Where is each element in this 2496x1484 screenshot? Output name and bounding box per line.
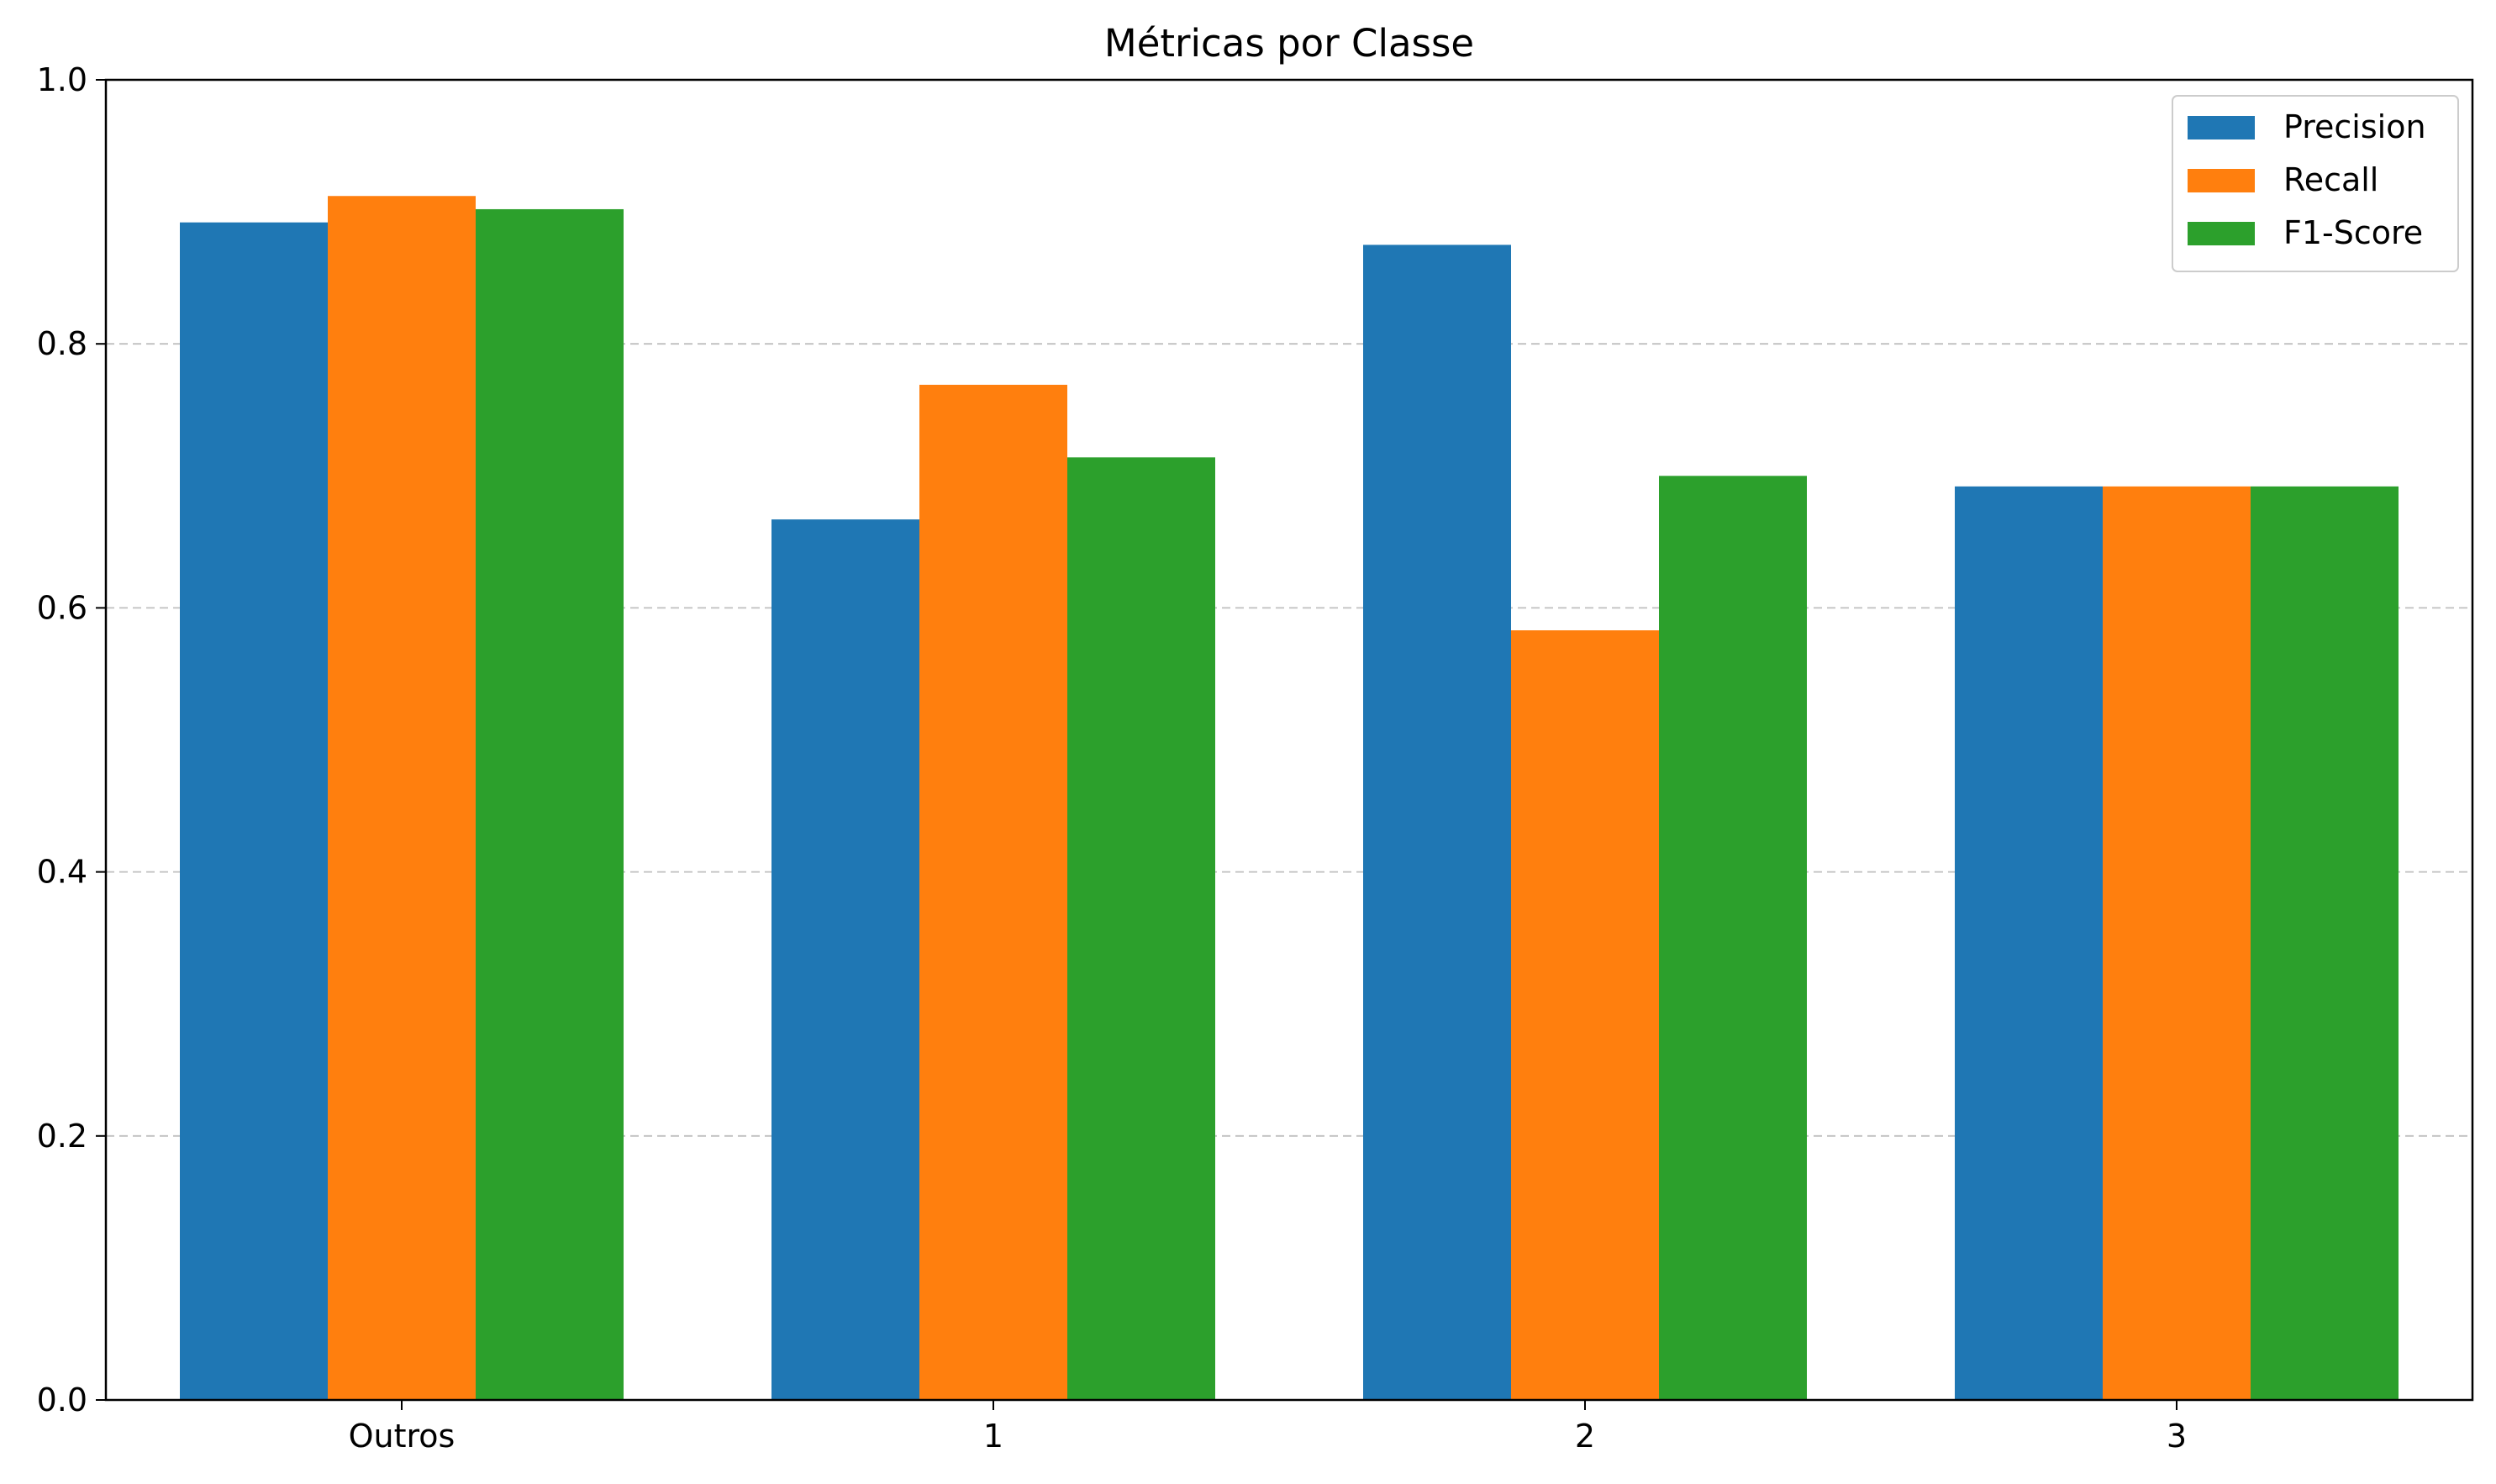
bar-f1-score-1	[1067, 457, 1215, 1400]
x-tick-label: 3	[2167, 1418, 2187, 1455]
legend: Precision Recall F1-Score	[2172, 95, 2459, 272]
bar-f1-score-3	[2251, 486, 2399, 1401]
bar-f1-score-outros	[476, 208, 624, 1400]
y-tick-label: 1.0	[37, 61, 87, 98]
y-tick-label: 0.2	[37, 1118, 87, 1155]
bar-f1-score-2	[1659, 476, 1807, 1400]
bar-precision-2	[1363, 245, 1511, 1400]
legend-swatch-recall	[2188, 169, 2255, 192]
x-tick-label: 1	[983, 1418, 1003, 1455]
x-tick-label: Outros	[349, 1418, 455, 1455]
y-tick-label: 0.8	[37, 325, 87, 362]
bars	[180, 196, 2399, 1401]
bar-recall-3	[2103, 486, 2251, 1401]
bar-precision-3	[1955, 486, 2103, 1401]
y-tick-label: 0.0	[37, 1381, 87, 1418]
y-tick-label: 0.6	[37, 589, 87, 626]
legend-label-recall: Recall	[2283, 161, 2378, 198]
legend-label-f1-score: F1-Score	[2283, 214, 2423, 251]
bar-precision-1	[771, 519, 919, 1400]
bar-recall-outros	[328, 196, 476, 1400]
plot-frame	[104, 78, 2474, 1402]
legend-swatch-precision	[2188, 116, 2255, 139]
y-tick-label: 0.4	[37, 854, 87, 891]
x-axis: Outros 1 2 3	[349, 1400, 2187, 1455]
y-axis: 0.0 0.2 0.4 0.6 0.8 1.0	[37, 61, 106, 1418]
bar-precision-outros	[180, 222, 328, 1401]
bar-recall-1	[919, 384, 1067, 1400]
legend-swatch-f1-score	[2188, 222, 2255, 245]
legend-label-precision: Precision	[2283, 108, 2426, 145]
x-tick-label: 2	[1575, 1418, 1595, 1455]
bar-recall-2	[1511, 630, 1659, 1400]
chart-title: Métricas por Classe	[1104, 21, 1474, 66]
